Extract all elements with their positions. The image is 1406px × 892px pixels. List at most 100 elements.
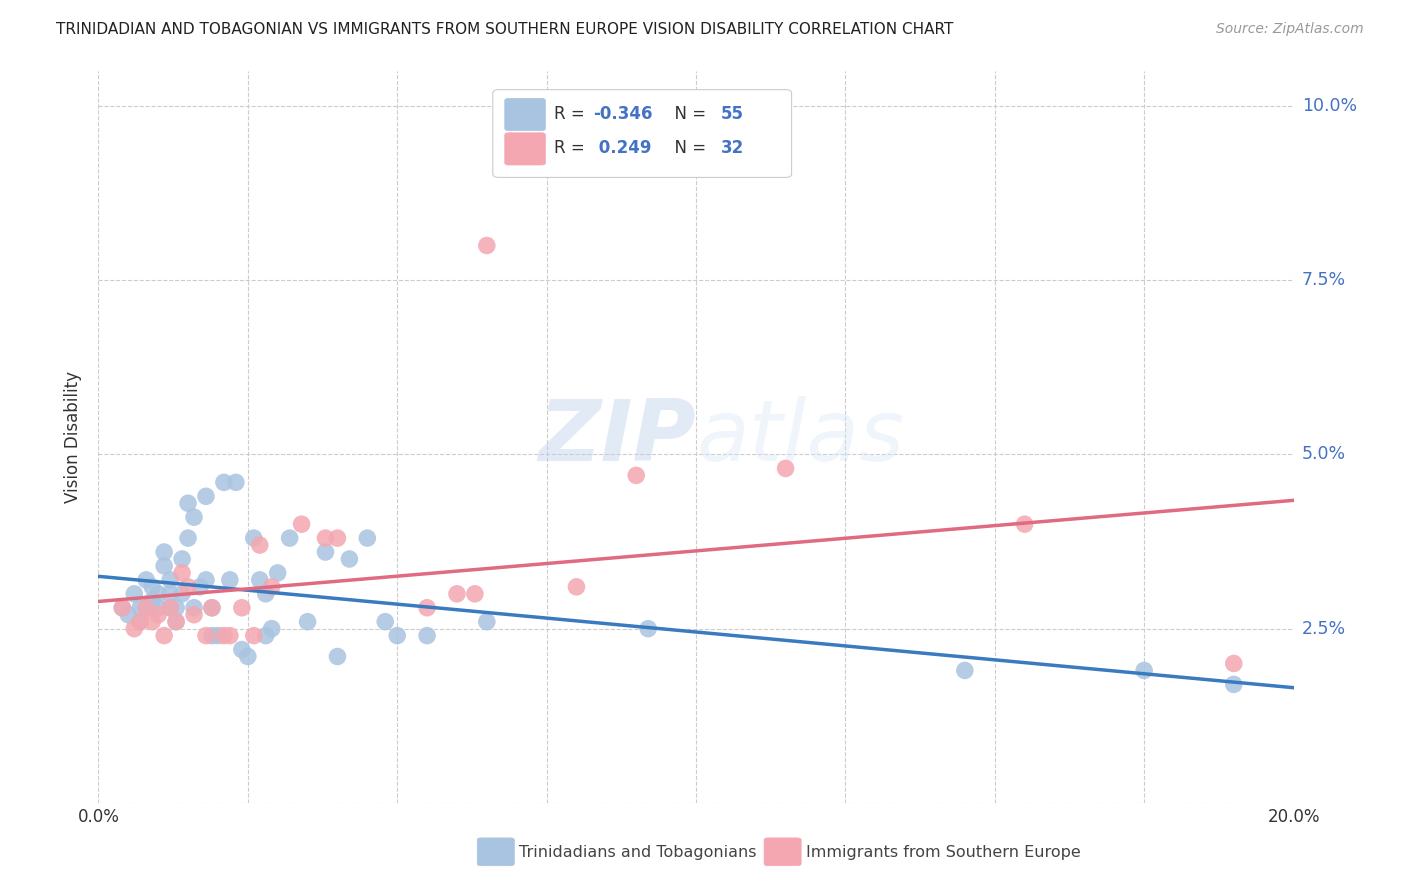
Point (207, 629, 229, 643)
Text: atlas: atlas (696, 395, 904, 479)
Point (177, 496, 200, 510)
Point (356, 531, 378, 545)
Point (1223, 677, 1246, 691)
Point (195, 629, 218, 643)
Point (111, 600, 134, 615)
Point (165, 615, 187, 629)
Point (219, 629, 242, 643)
Text: Immigrants from Southern Europe: Immigrants from Southern Europe (806, 845, 1081, 860)
Text: Source: ZipAtlas.com: Source: ZipAtlas.com (1216, 22, 1364, 37)
FancyBboxPatch shape (505, 133, 546, 165)
Point (201, 600, 224, 615)
Point (135, 573, 157, 587)
Point (183, 600, 205, 615)
Point (129, 600, 152, 615)
Point (153, 558, 176, 573)
Point (225, 475, 247, 490)
Point (135, 600, 157, 615)
Point (172, 587, 194, 601)
Point (172, 552, 194, 566)
Point (326, 531, 349, 545)
Text: 55: 55 (721, 104, 744, 123)
Text: 5.0%: 5.0% (1302, 445, 1346, 464)
Text: 32: 32 (721, 139, 744, 157)
Point (260, 580, 283, 594)
Point (141, 580, 163, 594)
Point (374, 615, 396, 629)
Text: R =: R = (554, 139, 589, 157)
Point (148, 607, 170, 622)
Point (129, 615, 152, 629)
Point (159, 600, 181, 615)
Point (195, 573, 218, 587)
Point (475, 615, 498, 629)
Point (172, 566, 194, 580)
Text: ZIP: ZIP (538, 395, 696, 479)
Point (159, 600, 181, 615)
Point (231, 600, 253, 615)
Point (111, 600, 134, 615)
Text: 2.5%: 2.5% (1302, 620, 1346, 638)
Point (446, 587, 468, 601)
Point (129, 615, 152, 629)
Point (464, 587, 486, 601)
Point (243, 629, 266, 643)
Point (165, 615, 187, 629)
Point (243, 531, 266, 545)
Text: 0.249: 0.249 (593, 139, 652, 157)
Text: N =: N = (664, 139, 711, 157)
Point (124, 622, 146, 636)
Point (201, 600, 224, 615)
Point (565, 580, 588, 594)
FancyBboxPatch shape (763, 838, 801, 866)
Point (775, 461, 797, 475)
Point (177, 531, 200, 545)
Point (148, 600, 170, 615)
Text: R =: R = (554, 104, 589, 123)
Point (183, 607, 205, 622)
Point (249, 573, 271, 587)
Point (1223, 657, 1246, 671)
Point (153, 629, 176, 643)
Point (416, 629, 439, 643)
Point (254, 587, 277, 601)
Point (188, 580, 211, 594)
Point (231, 642, 253, 657)
Text: -0.346: -0.346 (593, 104, 652, 123)
Text: N =: N = (664, 104, 711, 123)
Point (249, 538, 271, 552)
Point (254, 629, 277, 643)
Point (278, 531, 301, 545)
Point (297, 615, 319, 629)
Point (1014, 517, 1036, 532)
Point (637, 622, 659, 636)
FancyBboxPatch shape (494, 90, 792, 178)
Point (212, 629, 235, 643)
Point (219, 573, 242, 587)
Point (267, 566, 290, 580)
Point (626, 468, 648, 483)
Point (195, 489, 218, 503)
Point (212, 475, 235, 490)
Point (475, 238, 498, 252)
Point (159, 573, 181, 587)
FancyBboxPatch shape (477, 838, 515, 866)
Point (183, 510, 205, 524)
Point (177, 580, 200, 594)
Point (124, 587, 146, 601)
Point (260, 622, 283, 636)
Point (339, 552, 361, 566)
Point (236, 649, 259, 664)
Point (953, 664, 976, 678)
Point (141, 594, 163, 608)
Point (141, 615, 163, 629)
Text: TRINIDADIAN AND TOBAGONIAN VS IMMIGRANTS FROM SOUTHERN EUROPE VISION DISABILITY : TRINIDADIAN AND TOBAGONIAN VS IMMIGRANTS… (56, 22, 953, 37)
Point (165, 600, 187, 615)
Point (153, 545, 176, 559)
Y-axis label: Vision Disability: Vision Disability (65, 371, 83, 503)
Point (291, 517, 314, 532)
Text: Trinidadians and Tobagonians: Trinidadians and Tobagonians (519, 845, 756, 860)
Point (135, 600, 157, 615)
Point (117, 607, 139, 622)
Point (315, 531, 337, 545)
